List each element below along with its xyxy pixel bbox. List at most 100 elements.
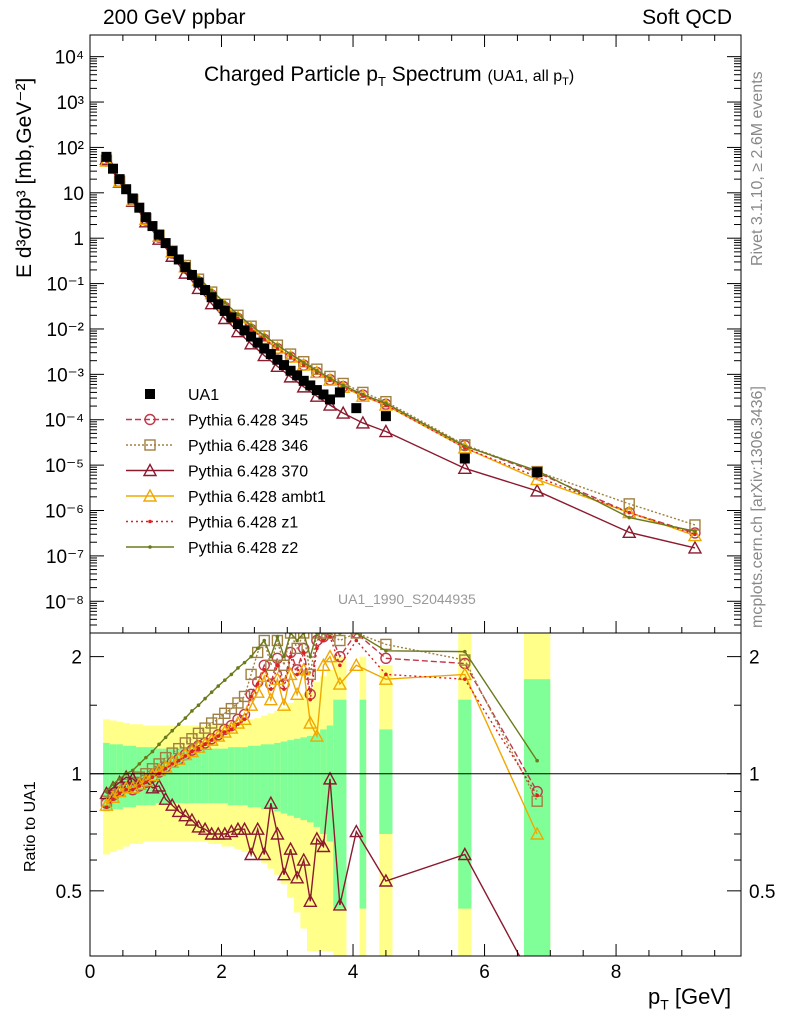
series-1-ratio-point xyxy=(205,717,218,729)
inner-band-bin xyxy=(293,738,301,818)
chart-title: Charged Particle pT Spectrum (UA1, all p… xyxy=(204,63,574,89)
ratio-uncertainty-bands xyxy=(103,633,551,956)
series-5-main-point xyxy=(301,360,306,365)
inner-band-bin xyxy=(136,747,144,806)
legend-label: Pythia 6.428 346 xyxy=(188,438,308,455)
series-5-ratio-point xyxy=(229,672,234,677)
series-2-ratio-point xyxy=(237,821,252,835)
series-5-ratio-point xyxy=(255,646,260,651)
reference-point xyxy=(459,453,470,464)
inner-band-bin xyxy=(247,745,255,808)
series-4-main-point xyxy=(627,510,632,515)
inner-band-bin xyxy=(182,748,190,804)
series-3-ratio-point xyxy=(349,657,364,671)
series-3-ratio-point xyxy=(263,692,279,706)
series-4-ratio-point xyxy=(130,787,135,792)
series-5-ratio-point xyxy=(535,758,539,763)
series-4-ratio-point xyxy=(255,682,260,686)
inner-band-bin xyxy=(129,745,137,808)
series-4-ratio-point xyxy=(295,672,299,677)
series-4-ratio-point xyxy=(111,797,115,802)
series-2-ratio-point xyxy=(332,897,348,911)
series-3-ratio-point xyxy=(276,697,292,711)
legend-label: Pythia 6.428 345 xyxy=(188,413,308,430)
series-0-ratio-point xyxy=(380,652,392,665)
series-5-main-point xyxy=(262,333,267,338)
inner-band-bin xyxy=(254,745,262,808)
series-5-main-point xyxy=(463,444,467,449)
inner-band-bin xyxy=(313,733,321,827)
series-5-ratio-point xyxy=(282,654,286,659)
reference-point xyxy=(226,312,237,323)
series-5-main-point xyxy=(288,352,293,356)
series-3-ratio-point xyxy=(289,686,305,701)
ratio-series-group xyxy=(99,633,545,956)
series-4-ratio-point xyxy=(203,742,207,747)
series-3-main-point xyxy=(529,472,545,486)
reference-point xyxy=(239,325,250,336)
series-2-ratio-point xyxy=(378,873,394,887)
series-5-main-point xyxy=(361,392,365,397)
series-5-main-point xyxy=(275,343,280,347)
series-4-ratio-point xyxy=(117,791,122,796)
reference-point xyxy=(259,343,270,354)
series-4-ratio-point xyxy=(463,677,467,681)
series-1-ratio-point xyxy=(212,713,224,726)
y-tick-label: 10⁻⁶ xyxy=(45,502,84,523)
series-5-main-point xyxy=(209,288,214,293)
x-axis-label-main: p xyxy=(648,984,661,1009)
header-left: 200 GeV ppbar xyxy=(103,6,246,29)
inner-band-bin xyxy=(208,748,216,804)
series-3-ratio-point xyxy=(283,666,298,681)
series-4-ratio-point xyxy=(137,784,142,788)
series-5-ratio-point xyxy=(144,755,148,760)
series-3-ratio-point xyxy=(132,776,147,790)
reference-point xyxy=(532,467,543,478)
reference-point xyxy=(121,184,132,195)
series-2-ratio-point xyxy=(270,826,285,840)
reference-point xyxy=(219,305,230,316)
series-3-ratio-point xyxy=(322,649,338,663)
series-4-ratio-point xyxy=(535,793,539,798)
series-4-main-point xyxy=(693,532,697,537)
inner-band-bin xyxy=(188,748,196,804)
y-tick-label: 10⁻² xyxy=(47,320,85,341)
series-4-ratio-point xyxy=(183,754,188,758)
series-5-ratio-point xyxy=(269,654,273,659)
y-tick-label: 10⁴ xyxy=(55,48,84,69)
series-4-ratio-point xyxy=(275,663,280,668)
series-2-main-point xyxy=(322,397,338,411)
series-2-ratio-point xyxy=(243,847,259,861)
series-3-ratio-point xyxy=(332,676,348,690)
inner-band-bin xyxy=(241,747,249,806)
series-4-ratio-point xyxy=(384,672,388,677)
series-4-main-point xyxy=(262,337,267,341)
y-tick-label: 10² xyxy=(57,138,84,159)
watermark: UA1_1990_S2044935 xyxy=(338,591,476,607)
inner-band-bin xyxy=(175,748,183,804)
legend-marker xyxy=(144,413,156,426)
series-4-main-point xyxy=(275,346,280,351)
series-2-ratio-point xyxy=(191,819,206,833)
y-tick-label: 10⁻⁴ xyxy=(45,411,84,432)
series-4-ratio-point xyxy=(170,762,174,766)
series-3-ratio-point xyxy=(529,826,545,840)
series-2-ratio-point xyxy=(250,821,265,835)
series-2-ratio-point xyxy=(316,839,331,853)
legend-marker xyxy=(142,463,158,477)
series-0-ratio-point xyxy=(271,652,284,665)
x-tick-label: 8 xyxy=(611,962,622,983)
legend-label: Pythia 6.428 z2 xyxy=(188,540,298,557)
y-tick-label: 1 xyxy=(73,229,84,250)
y-axis-label: E d³σ/dp³ [mb,GeV⁻²] xyxy=(13,77,36,278)
series-2-ratio-point xyxy=(257,847,272,861)
inner-band-bin xyxy=(267,744,275,810)
mcplots-label: mcplots.cern.ch [arXiv:1306.3436] xyxy=(749,386,766,628)
reference-point xyxy=(160,238,171,249)
series-5-ratio-point xyxy=(137,762,142,766)
reference-point xyxy=(305,380,316,391)
series-3-ratio-point xyxy=(165,754,180,768)
rivet-label: Rivet 3.1.10, ≥ 2.6M events xyxy=(749,71,766,266)
series-1-ratio-point xyxy=(317,633,330,639)
series-5-ratio-point xyxy=(176,722,181,727)
